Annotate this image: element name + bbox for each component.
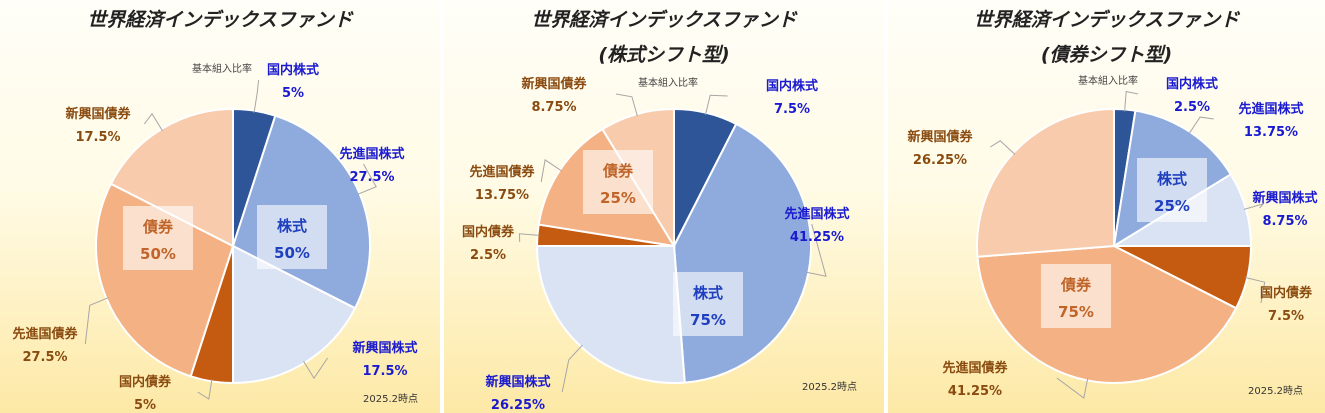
group-label-stock: 株式 xyxy=(277,217,307,235)
group-pct-bond: 50% xyxy=(140,245,176,263)
slice-label-emerging-stock: 新興国株式 xyxy=(352,340,417,356)
slice-pct-emerging-bond: 17.5% xyxy=(75,130,120,145)
pie-chart-stock-shift: 株式 75% 債券 25% 国内株式 7.5% 先進国株式 41.25% 新興国株式 26.25%… xyxy=(462,76,850,413)
chart-panel-bond-shift: 世界経済インデックスファンド (債券シフト型) 基本組入比率 2025.2時点 … xyxy=(888,0,1325,413)
slice-label-domestic-bond: 国内債券 xyxy=(462,224,515,240)
slice-label-domestic-bond: 国内債券 xyxy=(119,374,172,390)
slice-pct-developed-bond: 27.5% xyxy=(22,350,67,365)
group-pct-stock: 25% xyxy=(1154,197,1190,215)
group-box-bond xyxy=(583,150,653,214)
slice-label-domestic-stock: 国内株式 xyxy=(766,78,818,94)
chart-subtitle: (債券シフト型) xyxy=(1040,44,1173,66)
pie-chart-standard: 株式 50% 債券 50% 国内株式 5% 先進国株式 27.5% 新興国株式 17.5% 国内債券… xyxy=(12,62,417,413)
slice-pct-developed-bond: 13.75% xyxy=(475,188,529,203)
leader-line xyxy=(357,163,377,195)
slice-pct-emerging-bond: 8.75% xyxy=(531,100,576,115)
slice-label-developed-stock: 先進国株式 xyxy=(339,146,404,162)
leader-line xyxy=(143,112,163,132)
slice-pct-emerging-stock: 26.25% xyxy=(491,398,545,413)
chart-title: 世界経済インデックスファンド xyxy=(531,9,797,31)
slice-pct-emerging-bond: 26.25% xyxy=(913,153,967,168)
leader-line xyxy=(303,357,329,380)
leader-line xyxy=(253,79,260,113)
group-box-stock xyxy=(257,205,327,269)
group-pct-stock: 50% xyxy=(274,244,310,262)
chart-panel-standard: 世界経済インデックスファンド 基本組入比率 2025.2時点 株式 50% 債券 50… xyxy=(0,0,440,413)
group-pct-bond: 25% xyxy=(600,189,636,207)
leader-line xyxy=(1243,202,1265,210)
basis-label: 基本組入比率 xyxy=(192,64,252,75)
leader-line xyxy=(84,297,109,345)
slice-label-developed-bond: 先進国債券 xyxy=(469,164,535,180)
leader-line xyxy=(1188,116,1214,135)
slice-pct-developed-stock: 27.5% xyxy=(349,170,394,185)
leader-line xyxy=(990,140,1016,155)
leader-line xyxy=(806,223,827,277)
slice-pct-domestic-stock: 7.5% xyxy=(774,102,810,117)
group-pct-bond: 75% xyxy=(1058,303,1094,321)
slice-pct-developed-stock: 13.75% xyxy=(1244,125,1298,140)
group-box-stock xyxy=(1137,158,1207,222)
chart-panel-stock-shift: 世界経済インデックスファンド (株式シフト型) 基本組入比率 2025.2時点 … xyxy=(444,0,884,413)
group-label-stock: 株式 xyxy=(1157,170,1187,188)
leader-line xyxy=(1245,277,1266,304)
leader-line xyxy=(518,233,540,243)
group-label-bond: 債券 xyxy=(602,162,634,180)
pie-slice-emerging-bond xyxy=(976,107,1115,258)
group-label-bond: 債券 xyxy=(1060,276,1092,294)
slice-pct-domestic-bond: 5% xyxy=(134,398,156,413)
group-box-bond xyxy=(1041,264,1111,328)
leader-line xyxy=(197,379,213,400)
as-of-date: 2025.2時点 xyxy=(363,394,418,405)
basis-label: 基本組入比率 xyxy=(1078,76,1138,87)
slice-pct-developed-bond: 41.25% xyxy=(948,384,1002,399)
slice-label-domestic-stock: 国内株式 xyxy=(1166,76,1218,92)
slice-label-emerging-bond: 新興国債券 xyxy=(521,76,587,92)
group-box-stock xyxy=(673,272,743,336)
slice-pct-emerging-stock: 17.5% xyxy=(362,364,407,379)
group-pct-stock: 75% xyxy=(690,311,726,329)
chart-title: 世界経済インデックスファンド xyxy=(87,9,353,31)
as-of-date: 2025.2時点 xyxy=(1248,386,1303,397)
slice-label-domestic-stock: 国内株式 xyxy=(267,62,319,78)
as-of-date: 2025.2時点 xyxy=(802,382,857,393)
leader-line xyxy=(1124,90,1139,112)
slice-label-developed-stock: 先進国株式 xyxy=(784,206,849,222)
group-label-bond: 債券 xyxy=(142,218,174,236)
slice-pct-domestic-stock: 5% xyxy=(282,86,304,101)
slice-label-developed-bond: 先進国債券 xyxy=(12,326,78,342)
slice-pct-domestic-stock: 2.5% xyxy=(1174,100,1210,115)
leader-line xyxy=(705,94,728,115)
chart-title: 世界経済インデックスファンド xyxy=(973,9,1240,31)
leader-line xyxy=(561,344,583,393)
group-box-bond xyxy=(123,206,193,270)
slice-pct-domestic-bond: 2.5% xyxy=(470,248,506,263)
slice-label-emerging-bond: 新興国債券 xyxy=(65,106,131,122)
slice-label-emerging-stock: 新興国株式 xyxy=(1252,190,1317,206)
slice-label-developed-bond: 先進国債券 xyxy=(942,360,1008,376)
pie-chart-bond-shift: 株式 25% 債券 75% 国内株式 2.5% 先進国株式 13.75% 新興国株式 8.75% 国… xyxy=(907,76,1317,399)
slice-label-developed-stock: 先進国株式 xyxy=(1238,101,1303,117)
slice-pct-developed-stock: 41.25% xyxy=(790,230,844,245)
slice-label-emerging-bond: 新興国債券 xyxy=(907,129,973,145)
pie-slice-emerging-stock xyxy=(535,245,686,384)
group-label-stock: 株式 xyxy=(693,284,723,302)
leader-line xyxy=(540,159,563,183)
slice-pct-domestic-bond: 7.5% xyxy=(1268,309,1304,324)
basis-label: 基本組入比率 xyxy=(638,78,698,89)
leader-line xyxy=(1056,377,1089,399)
slice-label-domestic-bond: 国内債券 xyxy=(1260,285,1313,301)
chart-subtitle: (株式シフト型) xyxy=(598,44,730,66)
slice-pct-emerging-stock: 8.75% xyxy=(1262,214,1307,229)
slice-label-emerging-stock: 新興国株式 xyxy=(485,374,550,390)
leader-line xyxy=(615,93,638,117)
